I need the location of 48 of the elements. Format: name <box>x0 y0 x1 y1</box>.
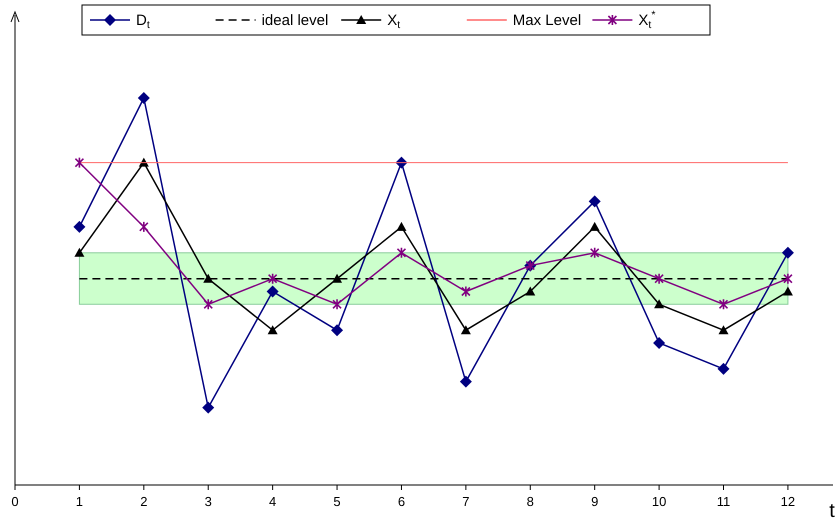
point <box>590 247 600 259</box>
legend-label: ideal level <box>262 12 328 29</box>
x-tick-label: 5 <box>333 494 341 509</box>
point <box>268 325 278 334</box>
x-tick-label: 11 <box>716 494 730 509</box>
x-tick-label: 3 <box>204 494 212 509</box>
x-tick-label: 9 <box>591 494 598 509</box>
point <box>138 92 150 104</box>
point <box>396 247 406 259</box>
point <box>74 156 84 168</box>
point <box>460 325 471 334</box>
point <box>268 272 278 285</box>
point <box>718 298 728 310</box>
point <box>653 336 666 349</box>
point <box>460 376 472 388</box>
point <box>718 362 730 375</box>
x-tick-label: 1 <box>76 494 84 509</box>
legend-label: X$_{t}$ <box>387 12 400 32</box>
point <box>654 299 664 308</box>
point <box>74 248 84 257</box>
point <box>525 286 536 296</box>
point <box>461 286 471 298</box>
point <box>139 221 149 233</box>
point <box>782 286 793 296</box>
x-tick-label: 4 <box>269 494 276 509</box>
point <box>782 246 794 259</box>
point <box>718 325 729 334</box>
x-tick-label: 8 <box>526 494 534 509</box>
x-tick-label: 2 <box>140 494 148 509</box>
x-tick-label: 0 <box>11 494 19 509</box>
point <box>331 324 344 336</box>
point <box>202 402 214 414</box>
point <box>783 272 793 285</box>
legend-label: D$_{t}$ <box>136 12 150 32</box>
legend-label: Max Level <box>512 12 582 29</box>
point <box>73 220 86 233</box>
point <box>588 195 601 208</box>
point <box>266 286 279 298</box>
point <box>332 298 342 310</box>
point <box>654 272 664 285</box>
point <box>203 298 214 310</box>
x-axis-title: t <box>829 500 836 522</box>
point <box>396 222 406 231</box>
point <box>590 222 600 231</box>
x-tick-label: 7 <box>462 494 470 509</box>
x-tick-label: 6 <box>398 494 406 509</box>
x-tick-label: 10 <box>652 494 666 509</box>
x-tick-label: 12 <box>780 494 796 509</box>
